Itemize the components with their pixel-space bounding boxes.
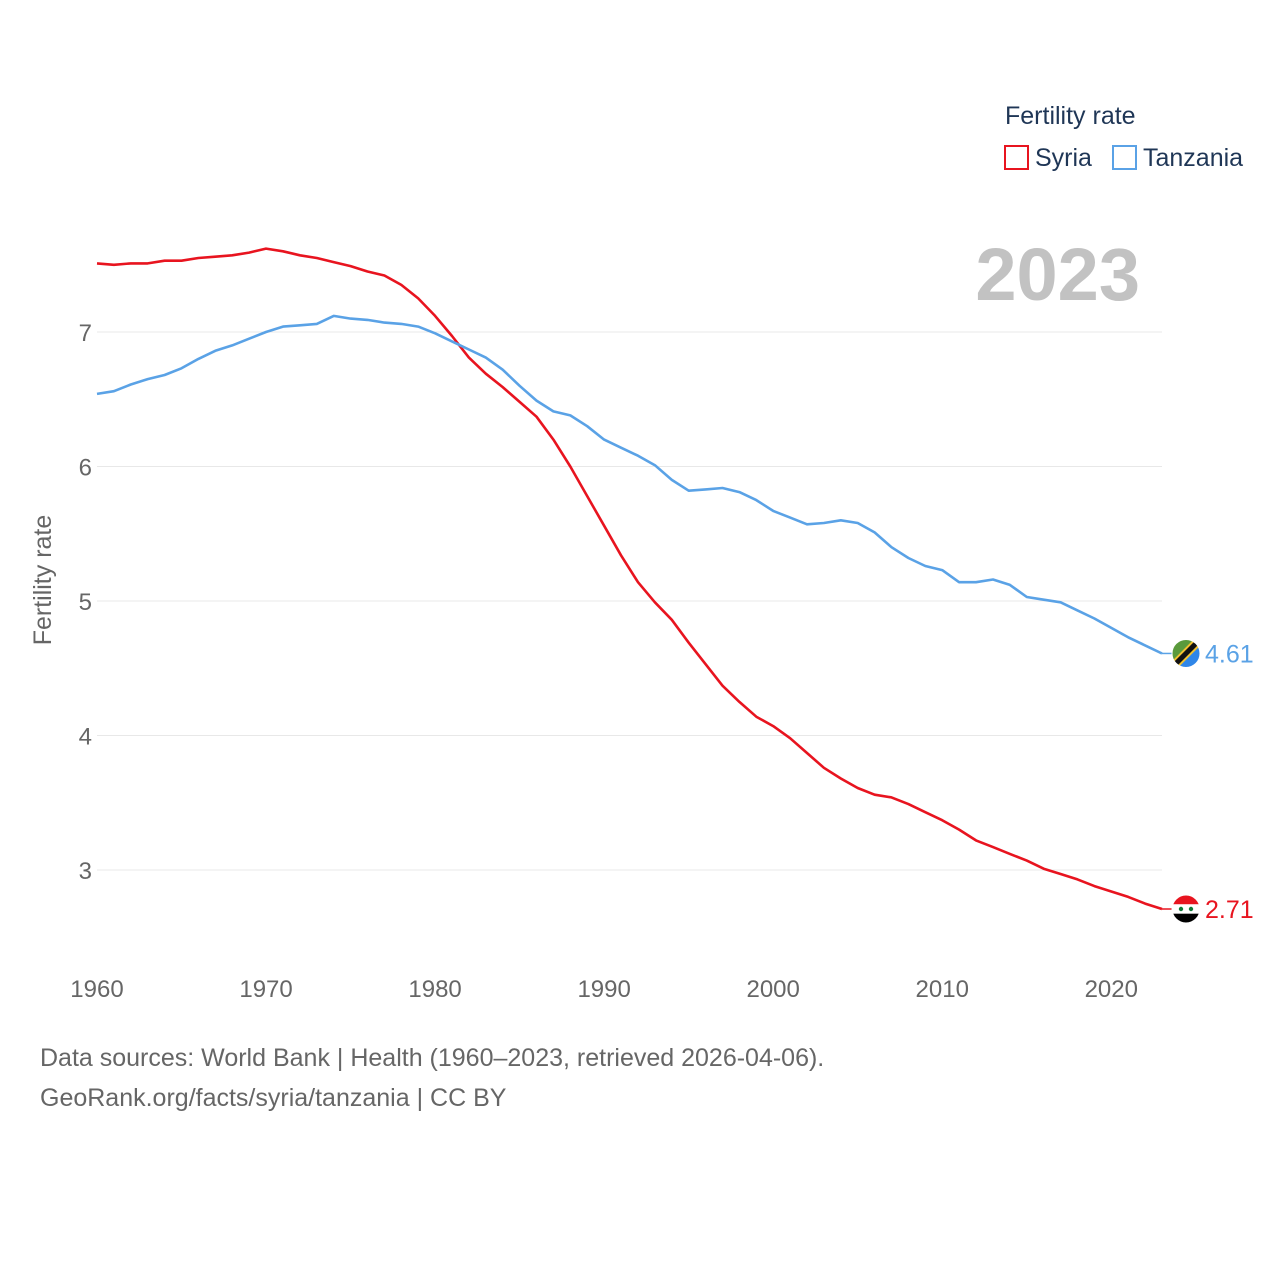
legend-label-syria[interactable]: Syria [1035, 144, 1092, 172]
series-line-syria[interactable] [96, 247, 1163, 911]
legend-swatch-syria[interactable] [1004, 145, 1029, 170]
y-tick-label-6: 6 [79, 455, 92, 482]
legend-title: Fertility rate [1005, 102, 1136, 130]
current-year-label: 2023 [975, 233, 1140, 316]
tanzania-flag-icon [1171, 638, 1201, 668]
end-markers: 2.71 4.61 [1162, 638, 1254, 924]
x-tick-label-1960: 1960 [70, 976, 123, 1003]
source-line-1: Data sources: World Bank | Health (1960–… [40, 1044, 825, 1072]
legend-swatch-tanzania[interactable] [1112, 145, 1137, 170]
x-tick-label-2020: 2020 [1085, 976, 1138, 1003]
series-line-tanzania[interactable] [96, 314, 1163, 655]
x-tick-label-2000: 2000 [746, 976, 799, 1003]
x-tick-label-1990: 1990 [577, 976, 630, 1003]
syria-flag-icon [1171, 894, 1201, 924]
y-axis-ticks: 3 4 5 6 7 [79, 320, 92, 885]
x-tick-label-2010: 2010 [916, 976, 969, 1003]
y-axis-title: Fertility rate [29, 515, 57, 646]
legend: Fertility rate Syria Tanzania [1004, 102, 1243, 172]
y-tick-label-4: 4 [79, 724, 92, 751]
x-tick-label-1970: 1970 [239, 976, 292, 1003]
end-value-label-syria: 2.71 [1205, 896, 1254, 924]
y-tick-label-7: 7 [79, 320, 92, 347]
series-lines [96, 247, 1163, 911]
end-value-label-tanzania: 4.61 [1205, 640, 1254, 668]
y-tick-label-5: 5 [79, 589, 92, 616]
y-tick-label-3: 3 [79, 858, 92, 885]
grid-lines [97, 331, 1162, 871]
x-tick-label-1980: 1980 [408, 976, 461, 1003]
x-axis-ticks: 1960 1970 1980 1990 2000 2010 2020 [70, 976, 1138, 1003]
legend-label-tanzania[interactable]: Tanzania [1143, 144, 1243, 172]
source-line-2: GeoRank.org/facts/syria/tanzania | CC BY [40, 1084, 507, 1112]
